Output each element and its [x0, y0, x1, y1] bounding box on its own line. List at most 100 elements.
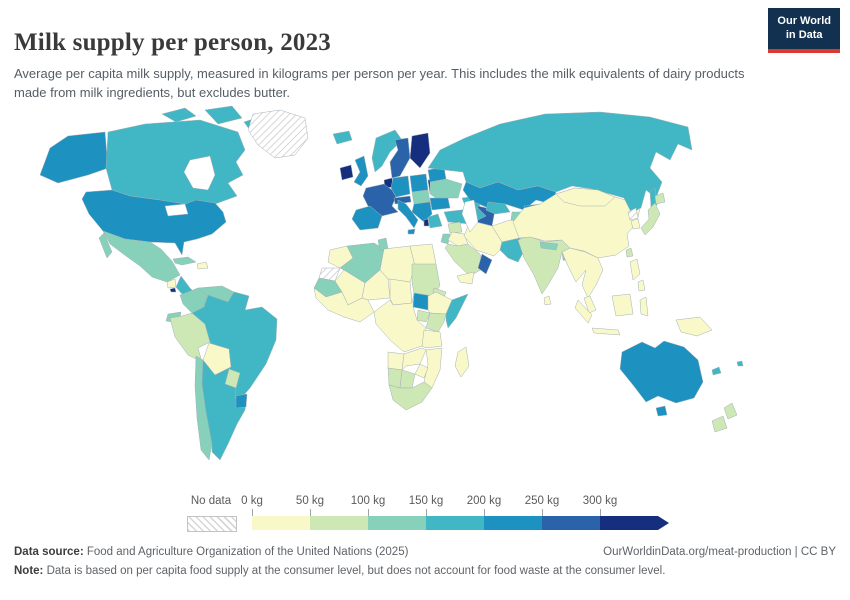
- country-taiwan[interactable]: Taiwan: [625, 247, 634, 258]
- country-philippines[interactable]: Philippines: [629, 258, 641, 281]
- country-uruguay[interactable]: Uruguay: [235, 393, 248, 409]
- country-czech-hungary[interactable]: Czechia/Slovakia/Hungary: [411, 189, 431, 205]
- country-madagascar[interactable]: Madagascar: [454, 346, 470, 378]
- country-canada-arctic[interactable]: Canada: [204, 105, 243, 125]
- country-uganda[interactable]: Uganda: [416, 309, 431, 323]
- legend-bin-50-100[interactable]: [310, 516, 368, 530]
- country-japan[interactable]: Japan: [654, 192, 666, 205]
- country-iceland[interactable]: Iceland: [332, 130, 353, 145]
- country-alaska[interactable]: United States: [39, 131, 109, 184]
- country-sakhalin[interactable]: Russia: [649, 187, 658, 208]
- country-oman[interactable]: Oman: [477, 253, 493, 275]
- country-west-africa[interactable]: West Africa (Nigeria, Ghana, Senegal): [313, 287, 375, 323]
- country-iberia[interactable]: Spain/Portugal: [351, 205, 383, 231]
- country-india[interactable]: India: [517, 235, 571, 295]
- chart-subtitle: Average per capita milk supply, measured…: [14, 66, 745, 100]
- country-new-caledonia[interactable]: New Caledonia: [711, 366, 722, 376]
- country-japan[interactable]: Japan: [640, 202, 661, 236]
- country-indonesia[interactable]: Indonesia: [611, 293, 634, 317]
- country-indonesia[interactable]: Indonesia: [591, 327, 621, 336]
- country-canada[interactable]: Canada: [105, 119, 246, 206]
- country-greece[interactable]: Greece: [427, 213, 443, 229]
- country-indonesia[interactable]: Indonesia: [639, 296, 649, 317]
- data-source-line: Data source: Food and Agriculture Organi…: [14, 546, 408, 558]
- country-new-zealand[interactable]: New Zealand: [711, 415, 728, 433]
- legend-tickmark: [252, 509, 253, 516]
- country-ireland[interactable]: Ireland: [339, 164, 354, 181]
- country-poland[interactable]: Poland: [409, 173, 429, 193]
- country-fiji[interactable]: Fiji: [736, 360, 744, 367]
- country-canada-arctic[interactable]: Canada: [161, 107, 197, 123]
- country-south-korea[interactable]: South Korea: [630, 218, 641, 230]
- legend-tickmark: [600, 509, 601, 516]
- note-label: Note:: [14, 565, 44, 577]
- legend-tick-100: 100 kg: [350, 495, 386, 507]
- page-title: Milk supply per person, 2023: [14, 28, 332, 56]
- country-zimbabwe[interactable]: Zimbabwe: [414, 363, 429, 379]
- country-italy[interactable]: Italy: [397, 199, 419, 229]
- country-south-africa[interactable]: South Africa: [388, 381, 433, 411]
- country-new-zealand[interactable]: New Zealand: [723, 402, 738, 420]
- country-yemen[interactable]: Yemen: [456, 271, 475, 285]
- legend-tick-150: 150 kg: [408, 495, 444, 507]
- citation-link[interactable]: OurWorldinData.org/meat-production | CC …: [603, 546, 836, 558]
- country-uzbekistan[interactable]: Uzbekistan: [485, 201, 511, 215]
- legend-no-data-swatch[interactable]: [187, 516, 237, 532]
- legend-tickmark: [368, 509, 369, 516]
- legend-bin-200-250[interactable]: [484, 516, 542, 530]
- owid-logo-line1: Our World: [777, 15, 831, 27]
- country-nepal[interactable]: Nepal: [539, 241, 559, 251]
- legend-tick-200: 200 kg: [466, 495, 502, 507]
- legend-bin-0-50[interactable]: [252, 516, 310, 530]
- country-albania[interactable]: Albania: [423, 218, 430, 227]
- country-botswana[interactable]: Botswana: [399, 369, 416, 389]
- country-chad[interactable]: Chad: [389, 278, 413, 306]
- legend-bin-300-plus[interactable]: [600, 516, 658, 530]
- country-hispaniola[interactable]: Haiti/Dominican Republic: [196, 261, 209, 270]
- country-new-guinea[interactable]: Papua New Guinea: [675, 316, 713, 337]
- country-finland[interactable]: Finland: [409, 132, 431, 169]
- country-mexico[interactable]: Mexico: [98, 232, 113, 259]
- country-central-africa[interactable]: Central Africa (DR Congo, Cameroon): [373, 292, 427, 353]
- country-tanzania[interactable]: Tanzania: [421, 329, 443, 349]
- country-uk[interactable]: United Kingdom: [353, 155, 369, 187]
- data-source-label: Data source:: [14, 546, 84, 558]
- country-romania[interactable]: Romania: [429, 197, 451, 211]
- country-argentina[interactable]: Argentina: [201, 359, 247, 461]
- legend-bin-150-200[interactable]: [426, 516, 484, 530]
- chart-footer: Data source: Food and Agriculture Organi…: [14, 546, 836, 577]
- legend-tickmark: [426, 509, 427, 516]
- legend-tick-0: 0 kg: [241, 495, 263, 507]
- country-el-salvador[interactable]: El Salvador: [169, 287, 177, 293]
- country-sweden[interactable]: Sweden: [389, 137, 411, 179]
- legend-bin-250-300[interactable]: [542, 516, 600, 530]
- country-brazil[interactable]: Brazil: [191, 291, 278, 407]
- country-norway[interactable]: Norway: [371, 129, 403, 173]
- country-philippines[interactable]: Philippines: [637, 279, 646, 292]
- country-peru[interactable]: Peru: [169, 312, 211, 363]
- country-cuba[interactable]: Cuba: [172, 256, 197, 266]
- country-north-korea[interactable]: North Korea: [627, 207, 639, 221]
- country-malay-peninsula[interactable]: Malaysia: [583, 295, 597, 314]
- country-syria[interactable]: Syria: [447, 221, 463, 234]
- country-ukraine[interactable]: Ukraine: [429, 178, 463, 199]
- country-greenland[interactable]: Greenland: [247, 109, 309, 159]
- note-line: Note: Data is based on per capita food s…: [14, 565, 665, 577]
- country-italy[interactable]: Italy: [407, 228, 416, 235]
- owid-logo[interactable]: Our World in Data: [768, 8, 840, 53]
- country-indonesia[interactable]: Indonesia: [574, 299, 593, 324]
- country-australia[interactable]: Australia: [619, 340, 704, 404]
- country-kenya[interactable]: Kenya: [425, 312, 447, 333]
- country-angola[interactable]: Angola: [387, 351, 405, 371]
- country-germany[interactable]: Germany: [390, 175, 411, 198]
- country-se-asia[interactable]: Mainland Southeast Asia: [561, 247, 604, 299]
- country-sri-lanka[interactable]: Sri Lanka: [543, 295, 552, 306]
- country-mexico[interactable]: Mexico: [102, 230, 181, 283]
- country-mongolia[interactable]: Mongolia: [555, 187, 616, 207]
- caspian-sea: [461, 199, 479, 233]
- owid-logo-line2: in Data: [785, 28, 823, 41]
- legend-bin-100-150[interactable]: [368, 516, 426, 530]
- country-australia[interactable]: Australia: [655, 405, 668, 417]
- country-namibia[interactable]: Namibia: [387, 367, 403, 389]
